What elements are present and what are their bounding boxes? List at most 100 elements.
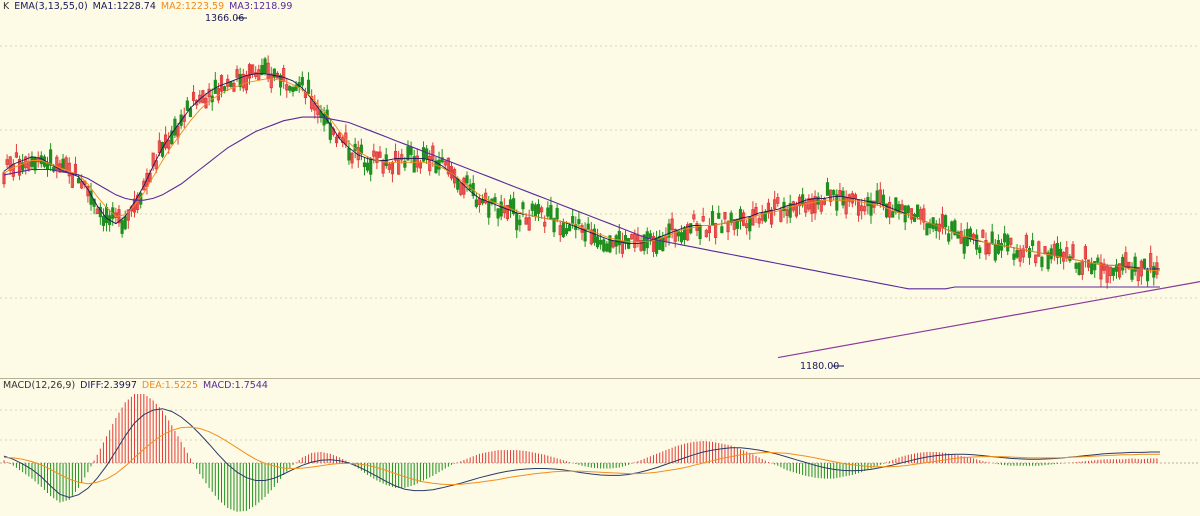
candle-body — [229, 81, 233, 88]
candle-body — [881, 194, 886, 207]
candle-body — [788, 203, 792, 218]
candle-body — [291, 87, 295, 92]
candle-body — [126, 209, 130, 221]
candle-body — [223, 86, 227, 91]
trendline-layer — [777, 281, 1200, 359]
candle-body — [835, 194, 839, 211]
candle-body — [602, 239, 606, 252]
candle-body — [841, 190, 845, 206]
candle-body — [185, 100, 189, 111]
candle-body — [745, 223, 749, 229]
candle-body — [682, 227, 687, 241]
candle-body — [431, 145, 435, 161]
price-legend: K EMA(3,13,55,0) MA1:1228.74 MA2:1223.59 MA3… — [3, 1, 297, 13]
candle-body — [605, 243, 609, 252]
candle-body — [947, 233, 951, 242]
candle-body — [1049, 248, 1053, 260]
candle-body — [61, 158, 65, 170]
candle-body — [425, 148, 429, 160]
candle-body — [306, 79, 311, 95]
candle-body — [1009, 237, 1013, 245]
candle-body — [375, 151, 379, 163]
candle-body — [633, 233, 637, 248]
candle-body — [269, 73, 273, 89]
candle-body — [909, 208, 913, 220]
candle-body — [1096, 257, 1100, 263]
candle-body — [561, 222, 565, 238]
candle-body — [825, 182, 830, 196]
candle-body — [679, 232, 684, 243]
macd-histogram — [3, 394, 1158, 512]
diff-line — [3, 408, 1160, 499]
candle-body — [558, 225, 562, 236]
candle-body — [167, 139, 171, 149]
candle-body — [359, 144, 363, 155]
candle-body — [235, 69, 239, 78]
candle-body — [922, 208, 926, 223]
candle-body — [698, 226, 702, 240]
ma-line-ma1 — [3, 73, 1160, 270]
candle-body — [412, 156, 416, 173]
candle-body — [931, 217, 935, 230]
low-price-label: 1180.00 — [800, 361, 839, 372]
candle-body — [571, 215, 575, 225]
candle-body — [1074, 263, 1078, 269]
candle-body — [754, 206, 758, 216]
candle-body — [984, 239, 988, 255]
candle-body — [1058, 248, 1063, 258]
candle-body — [673, 228, 677, 242]
candle-body — [726, 221, 730, 233]
candle-body — [692, 214, 696, 220]
candle-body — [1142, 258, 1147, 269]
candle-body — [201, 90, 205, 104]
candle-body — [875, 190, 879, 203]
candle-body — [763, 211, 767, 222]
candle-body — [45, 163, 50, 170]
candle-body — [863, 206, 867, 212]
candle-body — [1108, 266, 1112, 277]
candle-body — [219, 75, 224, 92]
candle-body — [440, 157, 444, 163]
candle-body — [829, 189, 833, 202]
candle-body — [608, 235, 612, 253]
candle-body — [17, 158, 22, 176]
legend-ma2: MA2:1223.59 — [160, 1, 225, 12]
candle-body — [1102, 263, 1106, 271]
candle-body — [1065, 247, 1069, 259]
candle-body — [1083, 246, 1088, 260]
candle-body — [804, 201, 808, 213]
candle-body — [959, 230, 963, 244]
candle-body — [729, 212, 733, 223]
candle-body — [132, 198, 137, 213]
candle-body — [723, 211, 727, 220]
candle-body — [906, 205, 910, 214]
candle-body — [393, 150, 398, 161]
candle-body — [732, 219, 736, 230]
macd-lines — [3, 408, 1160, 499]
candle-body — [55, 156, 59, 171]
candle-body — [707, 226, 711, 234]
candle-body — [639, 240, 643, 251]
candle-body — [362, 162, 367, 168]
candle-body — [540, 207, 544, 213]
candle-body — [272, 68, 276, 78]
candle-body — [101, 215, 106, 226]
candle-body — [1145, 269, 1150, 282]
candle-body — [661, 237, 665, 252]
legend-name: K — [3, 1, 10, 12]
candle-body — [928, 223, 932, 229]
candle-body — [667, 223, 671, 238]
candle-body — [962, 237, 966, 254]
candle-body — [415, 155, 419, 168]
candle-body — [704, 230, 708, 238]
legend-macd: MACD:1.7544 — [203, 380, 268, 391]
candle-body — [518, 219, 522, 226]
candle-body — [891, 211, 895, 218]
candle-body — [1037, 241, 1041, 257]
candle-body — [543, 221, 547, 227]
candle-body — [1086, 259, 1091, 268]
candle-body — [1012, 253, 1016, 260]
candle-body — [1105, 265, 1109, 283]
